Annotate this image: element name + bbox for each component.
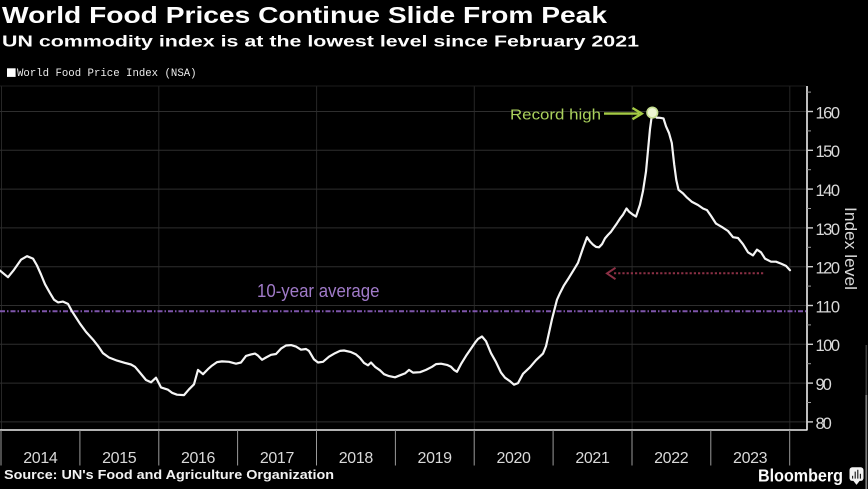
svg-text:Bloomberg: Bloomberg <box>758 466 843 486</box>
svg-text:150: 150 <box>816 143 841 161</box>
svg-text:2023: 2023 <box>733 450 768 467</box>
svg-text:90: 90 <box>816 376 832 394</box>
svg-text:130: 130 <box>816 221 841 239</box>
svg-text:80: 80 <box>816 415 832 433</box>
svg-text:2017: 2017 <box>260 450 295 467</box>
svg-text:2019: 2019 <box>418 450 453 467</box>
svg-text:2016: 2016 <box>181 450 216 467</box>
svg-text:120: 120 <box>816 260 841 278</box>
svg-text:2021: 2021 <box>575 450 610 467</box>
svg-text:Index level: Index level <box>841 207 859 290</box>
svg-text:10-year average: 10-year average <box>257 280 380 301</box>
svg-text:2014: 2014 <box>23 450 58 467</box>
svg-text:2022: 2022 <box>654 450 689 467</box>
svg-text:2018: 2018 <box>339 450 374 467</box>
svg-text:2020: 2020 <box>496 450 531 467</box>
svg-text:World Food Price Index (NSA): World Food Price Index (NSA) <box>17 68 197 80</box>
svg-text:140: 140 <box>816 182 841 200</box>
svg-text:100: 100 <box>816 337 841 355</box>
svg-text:Source: UN's Food and Agricult: Source: UN's Food and Agriculture Organi… <box>4 467 334 482</box>
svg-text:2015: 2015 <box>102 450 137 467</box>
svg-text:World Food Prices Continue Sli: World Food Prices Continue Slide From Pe… <box>2 2 607 28</box>
svg-text:UN commodity index is at the l: UN commodity index is at the lowest leve… <box>2 34 640 51</box>
svg-text:Record high: Record high <box>510 107 601 124</box>
svg-text:160: 160 <box>816 104 841 122</box>
svg-text:110: 110 <box>816 298 841 316</box>
